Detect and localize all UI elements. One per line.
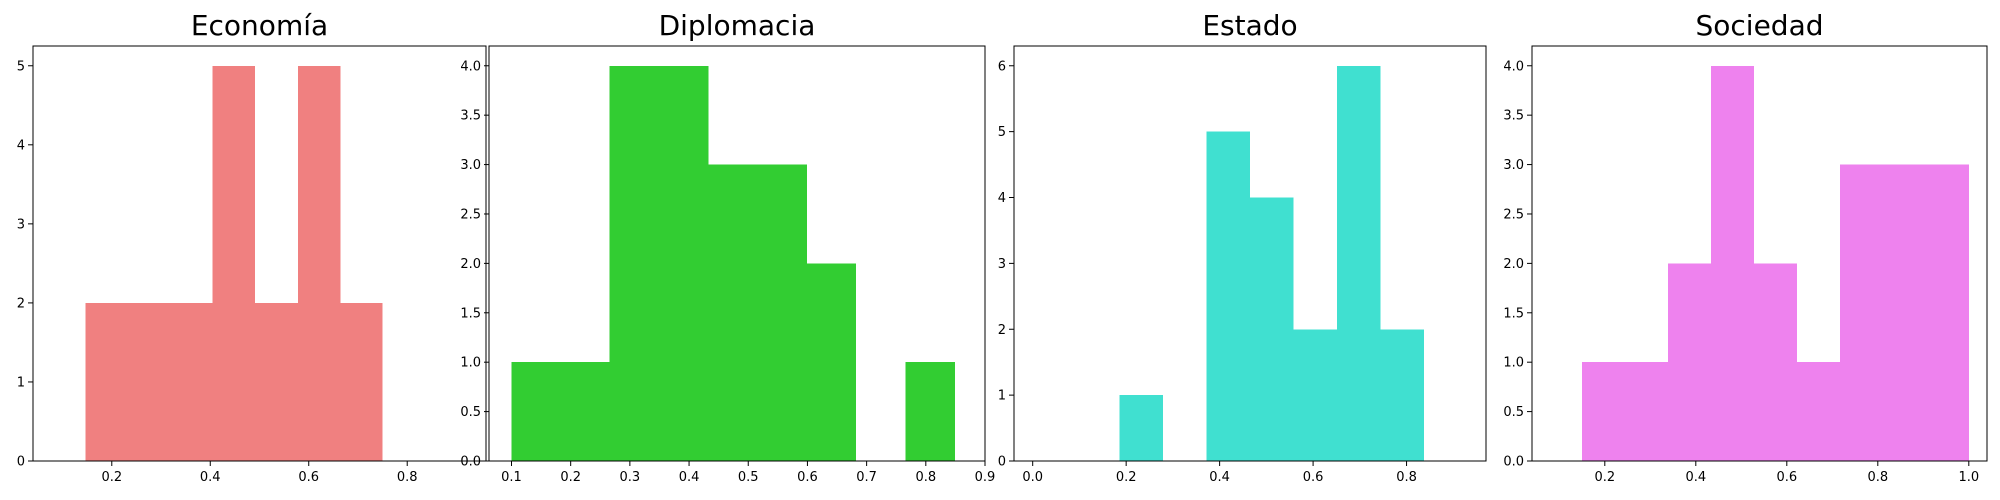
x-tick-label: 0.1 — [501, 470, 522, 485]
subplot-4: 0.2 0.4 0.6 0.8 1.0 0.0 0.5 1.0 1.5 2.0 2.5 3.0 3.5 4… — [1503, 9, 1988, 485]
histogram-bar — [609, 65, 660, 461]
x-tick-label: 0.6 — [1303, 470, 1324, 485]
histogram-bar — [297, 65, 341, 461]
histogram-bar — [340, 302, 383, 461]
x-tick-label: 0.8 — [1396, 470, 1417, 485]
y-tick-label: 4 — [17, 138, 25, 153]
x-tick-label: 0.2 — [101, 470, 122, 485]
histogram-bar — [1380, 329, 1424, 461]
subplot-1: 0.2 0.4 0.6 0.8 0 1 2 3 4 5 Economía — [17, 9, 487, 485]
x-tick-label: 0.3 — [620, 470, 641, 485]
histogram-bar — [85, 302, 129, 461]
x-tick-label: 0.4 — [679, 470, 700, 485]
histogram-bar — [1840, 164, 1883, 462]
y-tick-label: 3.0 — [460, 158, 481, 173]
x-tick-label: 0.4 — [1685, 470, 1706, 485]
histogram-bar — [659, 65, 709, 461]
x-tick-label: 0.0 — [1022, 470, 1043, 485]
histogram-bar — [1293, 329, 1337, 461]
y-tick-label: 3.5 — [460, 109, 481, 124]
subplot-3: 0.0 0.2 0.4 0.6 0.8 0 1 2 3 4 5 6 Estado — [998, 9, 1487, 485]
x-tick-label: 0.6 — [797, 470, 818, 485]
y-tick-label: 2 — [998, 323, 1006, 338]
subplot-title: Sociedad — [1695, 9, 1823, 42]
y-tick-label: 1 — [17, 375, 25, 390]
histogram-bar — [1754, 263, 1797, 461]
y-tick-label: 0.5 — [460, 405, 481, 420]
histogram-bar — [1119, 395, 1164, 461]
histogram-bar — [560, 362, 610, 461]
y-tick-label: 0.5 — [1503, 405, 1524, 420]
x-tick-label: 0.4 — [1209, 470, 1230, 485]
subplot-title: Estado — [1202, 9, 1297, 42]
subplot-title: Economía — [191, 9, 328, 42]
histogram-bar — [255, 302, 298, 461]
y-tick-label: 0 — [998, 455, 1006, 470]
x-tick-label: 0.8 — [1867, 470, 1888, 485]
y-tick-label: 3.0 — [1503, 158, 1524, 173]
subplot-title: Diplomacia — [659, 9, 816, 42]
y-tick-label: 2 — [17, 296, 25, 311]
histogram-bar — [1796, 362, 1841, 461]
y-tick-label: 5 — [998, 125, 1006, 140]
x-tick-label: 0.2 — [1116, 470, 1137, 485]
x-tick-label: 0.6 — [1776, 470, 1797, 485]
y-tick-label: 4.0 — [460, 59, 481, 74]
y-tick-label: 2.5 — [460, 207, 481, 222]
histogram-bar — [1582, 362, 1625, 461]
histogram-bar — [757, 164, 807, 462]
histogram-bar — [1668, 263, 1711, 461]
histogram-bar — [1250, 197, 1294, 461]
histogram-bar — [1882, 164, 1927, 462]
x-tick-label: 1.0 — [1958, 470, 1979, 485]
y-tick-label: 3 — [998, 257, 1006, 272]
x-tick-label: 0.8 — [397, 470, 418, 485]
y-tick-label: 4.0 — [1503, 59, 1524, 74]
x-tick-label: 0.8 — [915, 470, 936, 485]
histogram-bar — [806, 263, 856, 461]
histogram-bar — [905, 362, 955, 461]
x-tick-label: 0.5 — [738, 470, 759, 485]
y-tick-label: 4 — [998, 191, 1006, 206]
histogram-bar — [128, 302, 171, 461]
y-tick-label: 3 — [17, 217, 25, 232]
histogram-bar — [1624, 362, 1669, 461]
axes-frame — [1013, 45, 1487, 462]
histogram-bar — [511, 362, 561, 461]
histogram-bar — [708, 164, 758, 462]
y-tick-label: 1.0 — [460, 356, 481, 371]
y-tick-label: 5 — [17, 59, 25, 74]
y-tick-label: 0 — [17, 455, 25, 470]
y-tick-label: 2.5 — [1503, 207, 1524, 222]
x-tick-label: 0.2 — [560, 470, 581, 485]
axes-frame — [488, 45, 986, 462]
y-tick-label: 0.0 — [1503, 455, 1524, 470]
histogram-bar — [1336, 65, 1381, 461]
histogram-bar — [170, 302, 213, 461]
histogram-bar — [1926, 164, 1969, 462]
x-tick-label: 0.9 — [975, 470, 996, 485]
x-tick-label: 0.6 — [298, 470, 319, 485]
y-tick-label: 2.0 — [1503, 257, 1524, 272]
histogram-bar — [212, 65, 256, 461]
histogram-bar — [1206, 131, 1250, 461]
y-tick-label: 3.5 — [1503, 109, 1524, 124]
y-tick-label: 1 — [998, 389, 1006, 404]
x-tick-label: 0.2 — [1594, 470, 1615, 485]
y-tick-label: 2.0 — [460, 257, 481, 272]
y-tick-label: 1.0 — [1503, 356, 1524, 371]
y-tick-label: 6 — [998, 59, 1006, 74]
x-tick-label: 0.4 — [200, 470, 221, 485]
y-tick-label: 0.0 — [460, 455, 481, 470]
axes-frame — [32, 45, 487, 462]
y-tick-label: 1.5 — [1503, 306, 1524, 321]
axes-frame — [1531, 45, 1988, 462]
histogram-bar — [1710, 65, 1755, 461]
y-tick-label: 1.5 — [460, 306, 481, 321]
subplot-2: 0.1 0.2 0.3 0.4 0.5 0.6 0.7 0.8 0.9 0.0 0.5 1.0 1.5 2… — [460, 9, 995, 485]
x-tick-label: 0.7 — [856, 470, 877, 485]
